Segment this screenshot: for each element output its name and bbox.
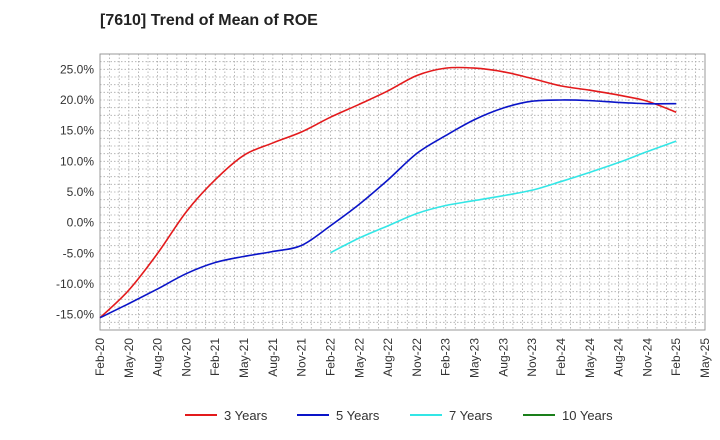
series-line-3-years — [99, 66, 677, 319]
x-tick-label: Nov-24 — [640, 338, 654, 377]
x-tick-label: Feb-20 — [93, 338, 107, 376]
x-tick-label: Feb-24 — [554, 338, 568, 376]
plot-border — [99, 53, 706, 331]
x-tick-label: Aug-23 — [496, 338, 510, 377]
y-tick-label: -5.0% — [63, 246, 95, 260]
x-tick-label: May-22 — [352, 338, 366, 378]
x-tick-label: Nov-22 — [410, 338, 424, 377]
legend-label: 3 Years — [224, 408, 268, 423]
series-lines — [99, 66, 677, 319]
series-line-7-years — [330, 140, 677, 254]
y-tick-label: 5.0% — [67, 185, 95, 199]
x-tick-label: Feb-23 — [439, 338, 453, 376]
x-tick-label: May-23 — [468, 338, 482, 378]
legend-label: 5 Years — [336, 408, 380, 423]
x-axis-ticks: Feb-20 May-20 Aug-20 Nov-20 Feb-21 May-21 Aug-… — [93, 338, 712, 378]
legend-label: 10 Years — [562, 408, 613, 423]
x-tick-label: Aug-20 — [151, 338, 165, 377]
x-tick-label: May-24 — [583, 338, 597, 378]
y-tick-label: -15.0% — [56, 308, 94, 322]
y-tick-label: 0.0% — [67, 216, 95, 230]
y-tick-label: 10.0% — [60, 154, 94, 168]
legend-label: 7 Years — [449, 408, 493, 423]
x-tick-label: Aug-24 — [612, 338, 626, 377]
x-tick-label: May-20 — [122, 338, 136, 378]
y-tick-label: -10.0% — [56, 277, 94, 291]
x-tick-label: Aug-22 — [381, 338, 395, 377]
y-axis-ticks: -15.0% -10.0% -5.0% 0.0% 5.0% 10.0% 15.0% 20.0%… — [56, 62, 94, 321]
x-tick-label: Feb-25 — [669, 338, 683, 376]
series-line-5-years — [99, 99, 677, 319]
x-tick-label: Nov-21 — [295, 338, 309, 377]
y-tick-label: 15.0% — [60, 124, 94, 138]
x-tick-label: May-21 — [237, 338, 251, 378]
x-tick-label: Aug-21 — [266, 338, 280, 377]
y-tick-label: 20.0% — [60, 93, 94, 107]
x-tick-label: Nov-20 — [179, 338, 193, 377]
y-tick-label: 25.0% — [60, 62, 94, 76]
x-tick-label: Feb-21 — [208, 338, 222, 376]
legend: 3 Years 5 Years 7 Years 10 Years — [185, 408, 613, 423]
chart-title: [7610] Trend of Mean of ROE — [100, 12, 318, 29]
x-tick-label: Nov-23 — [525, 338, 539, 377]
grid — [100, 54, 705, 330]
x-tick-label: Feb-22 — [323, 338, 337, 376]
x-tick-label: May-25 — [698, 338, 712, 378]
